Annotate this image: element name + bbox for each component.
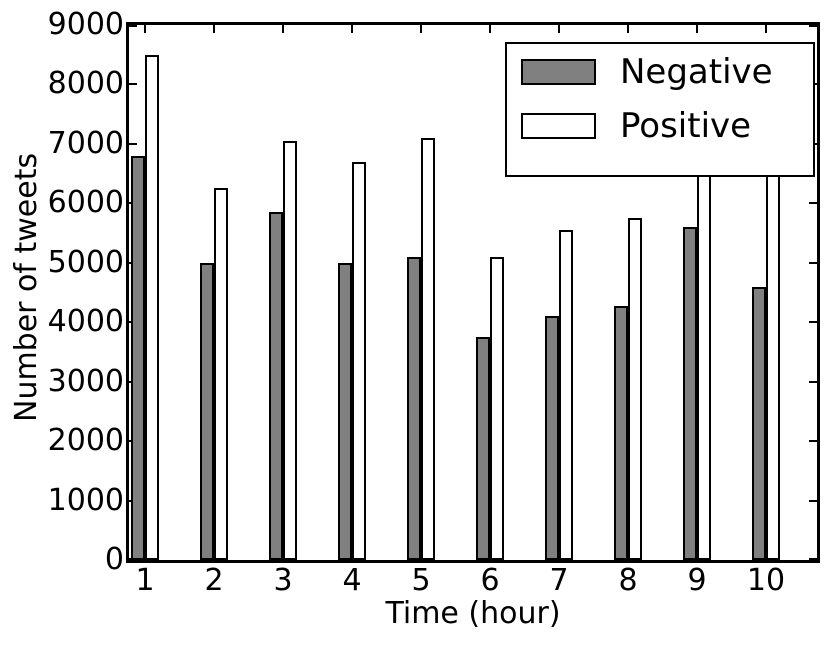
y-tick-label: 8000 (47, 66, 124, 102)
y-tick-label: 1000 (47, 482, 124, 518)
y-tick-left (129, 25, 137, 27)
y-tick-left (129, 142, 137, 145)
y-tick-right (809, 440, 817, 443)
y-tick-label: 2000 (47, 423, 124, 459)
x-tick-top (144, 25, 146, 33)
y-tick-right (809, 321, 817, 324)
bar-positive-hour-7 (559, 230, 573, 560)
negative-swatch-icon (521, 59, 596, 85)
positive-swatch-icon (521, 113, 596, 139)
x-tick-label: 7 (549, 563, 569, 598)
legend-entry-negative: Negative (521, 55, 813, 89)
x-tick-top (558, 25, 560, 33)
y-tick-label: 7000 (47, 125, 124, 161)
y-tick-left (129, 83, 137, 86)
x-tick-label: 5 (411, 563, 431, 598)
x-tick-label: 8 (618, 563, 638, 598)
x-tick-label: 10 (746, 563, 786, 598)
x-tick-top (765, 25, 767, 33)
x-tick-top (282, 25, 284, 33)
y-tick-label: 3000 (47, 363, 124, 399)
x-tick-label: 9 (687, 563, 707, 598)
bar-negative-hour-7 (545, 316, 559, 560)
x-tick-label: 2 (204, 563, 224, 598)
y-tick-right (809, 25, 817, 27)
x-tick-top (213, 25, 215, 33)
bar-negative-hour-5 (407, 256, 421, 560)
x-axis-title: Time (hour) (385, 596, 561, 631)
bar-positive-hour-3 (283, 140, 297, 560)
y-tick-label: 0 (104, 542, 124, 577)
bar-positive-hour-6 (490, 256, 504, 560)
bar-negative-hour-4 (338, 262, 352, 560)
bar-negative-hour-9 (683, 227, 697, 560)
legend: Negative Positive (505, 42, 815, 177)
bar-positive-hour-10 (766, 170, 780, 560)
y-tick-right (809, 499, 817, 502)
y-tick-label: 6000 (47, 185, 124, 221)
y-tick-label: 5000 (47, 244, 124, 280)
y-tick-label: 9000 (47, 7, 124, 42)
bar-negative-hour-2 (200, 262, 214, 560)
bar-negative-hour-3 (269, 212, 283, 560)
x-tick-top (351, 25, 353, 33)
y-tick-label: 4000 (47, 304, 124, 340)
x-tick-label: 6 (480, 563, 500, 598)
x-tick-label: 1 (135, 563, 155, 598)
x-tick-label: 3 (273, 563, 293, 598)
y-tick-right (809, 380, 817, 383)
legend-label-negative: Negative (620, 52, 773, 92)
bar-positive-hour-9 (697, 155, 711, 560)
x-tick-top (696, 25, 698, 33)
bar-negative-hour-1 (131, 155, 145, 560)
y-tick-right (809, 261, 817, 264)
bar-negative-hour-8 (614, 305, 628, 560)
bar-positive-hour-4 (352, 161, 366, 560)
x-tick-top (489, 25, 491, 33)
x-tick-top (420, 25, 422, 33)
bar-positive-hour-8 (628, 218, 642, 560)
y-tick-right (809, 202, 817, 205)
x-tick-top (627, 25, 629, 33)
bar-positive-hour-2 (214, 188, 228, 560)
x-tick-label: 4 (342, 563, 362, 598)
bar-positive-hour-5 (421, 137, 435, 560)
bar-positive-hour-1 (145, 54, 159, 560)
bar-negative-hour-6 (476, 337, 490, 560)
legend-label-positive: Positive (620, 106, 752, 146)
legend-entry-positive: Positive (521, 109, 813, 143)
y-tick-right (809, 558, 817, 560)
bar-negative-hour-10 (752, 286, 766, 560)
